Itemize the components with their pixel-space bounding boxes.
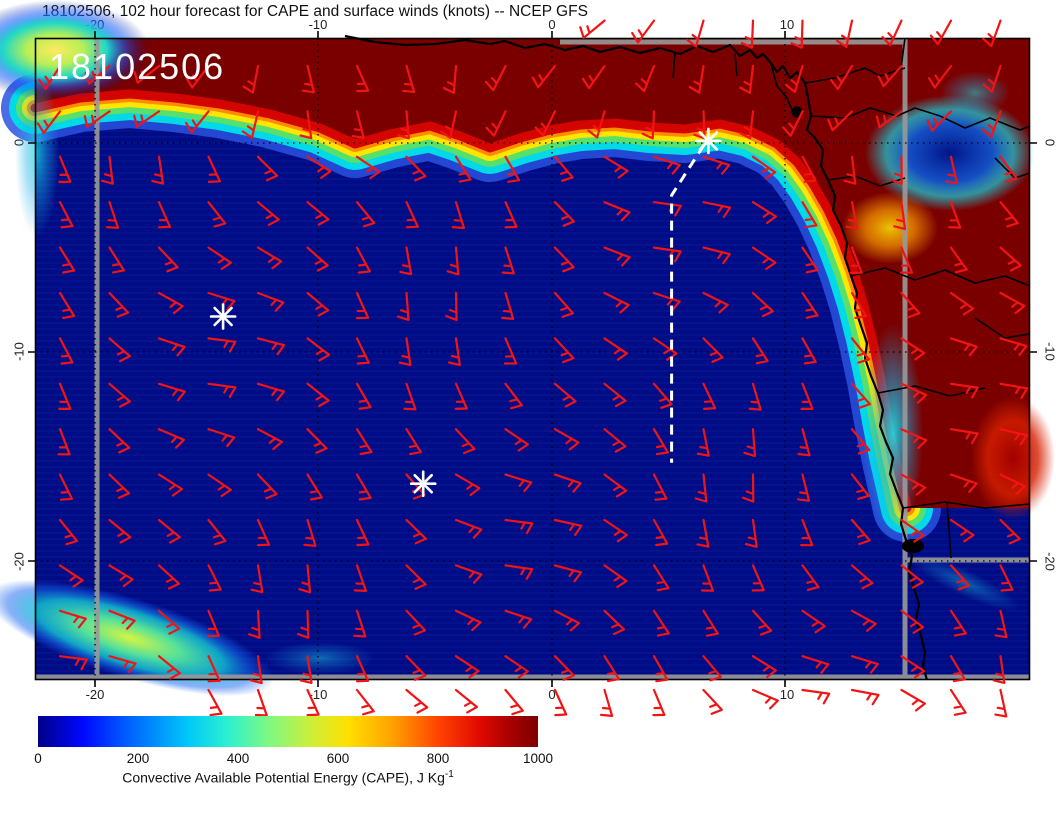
run-timestamp: 18102506 (49, 46, 226, 87)
lon-tick-top: -10 (308, 17, 328, 32)
lon-tick-top: 10 (779, 17, 795, 32)
colorbar-tick: 800 (426, 751, 450, 766)
lat-tick-right: -10 (1042, 342, 1056, 361)
lon-tick-top: 0 (548, 17, 556, 32)
lon-tick-bottom: 10 (779, 687, 795, 702)
lat-tick-right: 0 (1042, 138, 1056, 147)
chart-title: 18102506, 102 hour forecast for CAPE and… (42, 3, 588, 20)
lat-tick-left: -20 (11, 552, 27, 571)
lat-tick-left: -10 (11, 342, 27, 361)
cape-field (0, 0, 1055, 697)
colorbar-tick: 0 (34, 751, 42, 766)
cape-map: 18102506 (0, 0, 1055, 718)
country-borders (672, 37, 1031, 559)
site-marker (209, 303, 237, 330)
cape-map-canvas (0, 0, 1055, 718)
colorbar-tick: 600 (326, 751, 350, 766)
site-marker (409, 470, 437, 498)
map-frame (28, 31, 1037, 687)
colorbar-tick: 200 (126, 751, 150, 766)
colorbar-tick: 1000 (522, 751, 554, 766)
lon-tick-bottom: -10 (308, 687, 328, 702)
lon-tick-bottom: 0 (548, 687, 556, 702)
colorbar-caption: Convective Available Potential Energy (C… (38, 769, 538, 786)
lat-tick-right: -20 (1042, 552, 1056, 571)
flight-track (670, 144, 706, 463)
lon-tick-bottom: -20 (85, 687, 105, 702)
wind-barb-layer (36, 19, 1029, 718)
colorbar-label: Convective Available Potential Energy (C… (122, 769, 445, 786)
cape-colorbar (38, 716, 538, 747)
site-marker (695, 127, 722, 155)
colorbar-tick: 400 (226, 751, 250, 766)
colorbar-label-exponent: -1 (444, 769, 454, 780)
